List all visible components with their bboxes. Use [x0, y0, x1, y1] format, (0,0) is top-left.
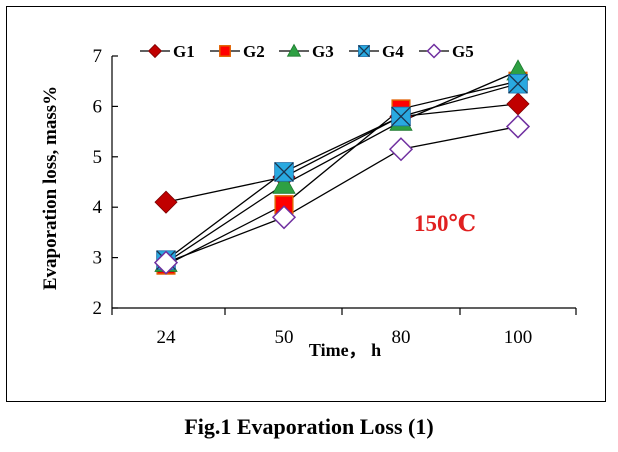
series-line-g5 — [165, 125, 519, 264]
marker-open-diamond — [153, 250, 179, 275]
y-tick-label: 2 — [93, 298, 103, 319]
y-tick-label: 3 — [93, 248, 103, 269]
figure-caption: Fig.1 Evaporation Loss (1) — [184, 414, 434, 439]
series-markers — [153, 59, 531, 275]
marker-square — [219, 45, 231, 57]
legend-label-g3: G3 — [312, 42, 334, 61]
series-line-g3 — [165, 70, 519, 264]
y-tick-label: 6 — [93, 96, 103, 117]
chart-axes: 2 3 4 5 6 7 24 50 80 100 — [93, 46, 577, 348]
series-line-g1 — [165, 103, 519, 203]
marker-triangle — [272, 172, 296, 194]
y-axis-label: Evaporation loss, mass% — [40, 86, 61, 290]
marker-diamond — [147, 43, 163, 59]
marker-open-diamond — [426, 43, 442, 59]
series-lines — [165, 70, 519, 266]
x-tick-label: 24 — [157, 327, 177, 348]
legend-label-g4: G4 — [382, 42, 404, 61]
marker-diamond — [506, 92, 530, 116]
marker-x-line — [358, 45, 370, 57]
series-line-g4 — [165, 83, 519, 261]
legend-label-g2: G2 — [243, 42, 265, 61]
x-tick-label: 50 — [275, 327, 294, 348]
y-tick-label: 7 — [93, 46, 103, 67]
x-tick-label: 80 — [392, 327, 411, 348]
marker-open-diamond — [505, 114, 531, 139]
temperature-annotation: 150℃ — [414, 211, 476, 236]
legend-label-g1: G1 — [173, 42, 195, 61]
marker-triangle — [286, 43, 302, 57]
marker-open-diamond — [271, 205, 297, 230]
x-axis-label: Time， h — [309, 340, 381, 360]
marker-open-diamond — [388, 137, 414, 162]
y-tick-label: 4 — [93, 197, 103, 218]
series-line-g2 — [165, 80, 519, 266]
legend-label-g5: G5 — [452, 42, 474, 61]
legend: G1 G2 G3 G4 G5 — [140, 42, 474, 61]
marker-x-line — [391, 106, 411, 127]
marker-x-line — [508, 73, 528, 94]
marker-x-line — [274, 162, 294, 182]
marker-diamond — [154, 190, 178, 214]
x-tick-label: 100 — [504, 327, 533, 348]
y-tick-label: 5 — [93, 147, 103, 168]
chart-frame — [6, 6, 606, 402]
